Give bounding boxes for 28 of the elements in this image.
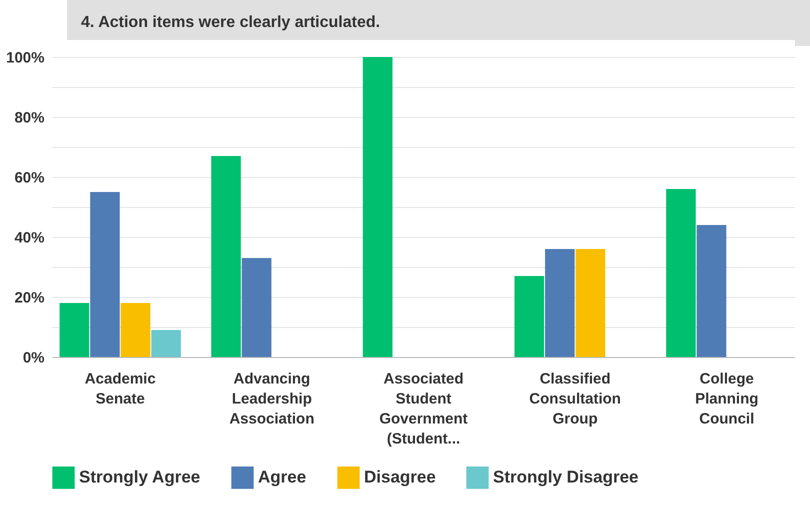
bar <box>90 192 120 357</box>
bar <box>242 258 272 357</box>
y-tick-label: 20% <box>14 290 44 306</box>
y-tick-label: 100% <box>6 50 44 66</box>
bar <box>362 57 392 357</box>
bar <box>60 303 90 357</box>
bar <box>120 303 150 357</box>
bar <box>211 156 241 357</box>
legend-label: Agree <box>258 468 306 487</box>
bar <box>696 225 726 357</box>
legend-label: Strongly Disagree <box>493 468 638 487</box>
bar <box>666 189 696 357</box>
x-tick-label: Associated Student Government (Student... <box>379 370 468 448</box>
y-tick-label: 40% <box>14 230 44 246</box>
chart-title: 4. Action items were clearly articulated. <box>67 0 810 46</box>
x-tick-label: Academic Senate <box>84 370 156 408</box>
legend-label: Disagree <box>364 468 436 487</box>
x-tick-label: Classified Consultation Group <box>529 370 621 428</box>
x-tick-label: Advancing Leadership Association <box>229 370 314 428</box>
bar <box>151 330 181 357</box>
bar <box>576 249 606 357</box>
legend-label: Strongly Agree <box>79 468 200 487</box>
y-tick-label: 60% <box>14 170 44 186</box>
bar <box>545 249 575 357</box>
y-tick-label: 80% <box>14 110 44 126</box>
y-tick-label: 0% <box>22 350 44 366</box>
bar <box>514 276 544 357</box>
x-tick-label: College Planning Council <box>695 370 758 428</box>
